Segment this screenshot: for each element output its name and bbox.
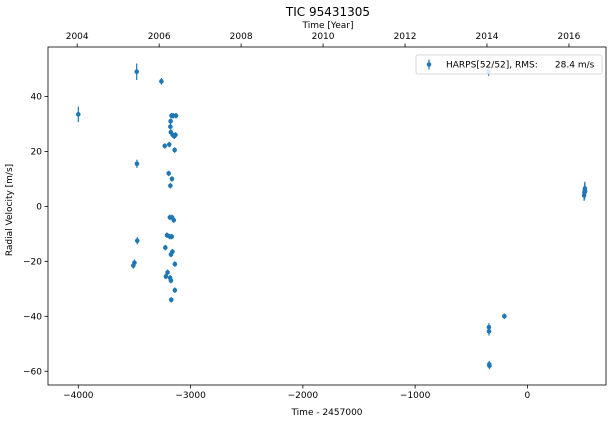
- data-point: [168, 278, 174, 283]
- data-point: [134, 161, 140, 167]
- data-point: [134, 238, 140, 244]
- data-point: [166, 142, 172, 147]
- x-tick-label: −4000: [63, 391, 94, 401]
- data-point: [163, 245, 168, 250]
- legend-box: [415, 54, 603, 75]
- y-tick-label: 20: [31, 147, 43, 157]
- data-point: [169, 234, 175, 239]
- data-point: [163, 274, 169, 279]
- top-x-axis-label: Time [Year]: [302, 21, 354, 31]
- axes: −4000 −3000 −2000 −1000 0 −60 −40 −20 0 20 40 2004 2…: [23, 32, 607, 401]
- data-point: [172, 261, 178, 267]
- top-tick-label: 2006: [148, 32, 171, 42]
- data-point: [76, 112, 81, 117]
- top-tick-label: 2004: [66, 32, 89, 42]
- data-point: [134, 69, 139, 75]
- top-tick-label: 2016: [557, 32, 580, 42]
- data-point: [168, 183, 173, 189]
- data-point: [169, 176, 175, 182]
- y-axis-label: Radial Velocity [m/s]: [5, 164, 15, 256]
- x-tick-label: 0: [525, 391, 531, 401]
- top-tick-label: 2008: [230, 32, 253, 42]
- data-point: [582, 188, 588, 194]
- data-point: [132, 260, 137, 266]
- data-point: [168, 297, 174, 303]
- chart-title: TIC 95431305: [285, 5, 370, 19]
- data-points: [76, 63, 588, 370]
- data-point: [487, 363, 492, 369]
- data-point: [168, 124, 173, 129]
- y-tick-label: −60: [23, 367, 42, 377]
- legend: HARPS[52/52], RMS: 28.4 m/s: [415, 54, 603, 75]
- x-tick-label: −3000: [175, 391, 206, 401]
- x-tick-label: −2000: [288, 391, 319, 401]
- data-point: [502, 314, 507, 319]
- data-point: [172, 287, 178, 293]
- data-point: [168, 118, 173, 124]
- data-point: [173, 132, 178, 138]
- data-point: [486, 329, 492, 334]
- top-tick-label: 2014: [476, 32, 499, 42]
- data-point: [166, 171, 171, 176]
- y-tick-label: 0: [36, 202, 42, 212]
- x-axis-label: Time - 2457000: [290, 408, 362, 418]
- data-point: [171, 217, 177, 223]
- legend-label: HARPS[52/52], RMS: 28.4 m/s: [446, 61, 595, 71]
- data-point: [162, 143, 168, 149]
- top-tick-label: 2010: [312, 32, 335, 42]
- data-point: [172, 147, 177, 153]
- data-point: [170, 249, 175, 255]
- data-point: [173, 113, 179, 118]
- plot-frame: [47, 46, 607, 386]
- y-tick-label: 40: [31, 92, 43, 102]
- x-tick-label: −1000: [400, 391, 431, 401]
- top-tick-label: 2012: [394, 32, 417, 42]
- y-tick-label: −20: [23, 257, 42, 267]
- data-point: [159, 79, 164, 84]
- legend-marker: [426, 62, 432, 67]
- y-tick-label: −40: [23, 312, 42, 322]
- data-point: [165, 270, 170, 275]
